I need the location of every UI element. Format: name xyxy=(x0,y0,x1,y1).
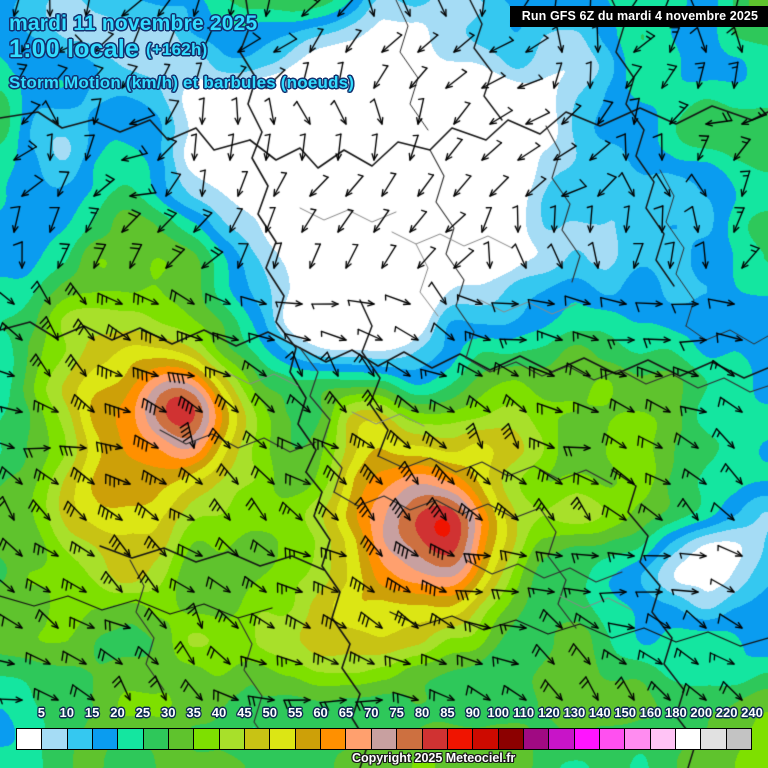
color-scale-legend: 5 10 15 20 25 30 35 40 45 50 55 60 65 70 75 80 85 90 100 11… xyxy=(0,705,768,768)
legend-tick-label: 20 xyxy=(110,705,125,720)
legend-color-bar[interactable] xyxy=(16,728,752,750)
legend-swatch xyxy=(67,729,94,749)
forecast-lead-time-label: (+162h) xyxy=(146,40,208,59)
legend-swatch xyxy=(498,729,524,749)
legend-swatch xyxy=(295,729,322,749)
legend-tick-label: 5 xyxy=(37,705,45,720)
legend-tick-label: 70 xyxy=(364,705,379,720)
legend-swatch xyxy=(599,729,626,749)
legend-tick-label: 30 xyxy=(161,705,176,720)
legend-swatch xyxy=(675,729,702,749)
legend-tick-label: 140 xyxy=(588,705,611,720)
legend-swatch xyxy=(523,729,550,749)
legend-tick-label: 150 xyxy=(614,705,636,720)
legend-tick-label: 10 xyxy=(59,705,74,720)
legend-swatch xyxy=(650,729,676,749)
legend-swatch xyxy=(321,729,347,749)
legend-swatch xyxy=(473,729,499,749)
forecast-date-label: mardi 11 novembre 2025 xyxy=(9,12,258,35)
legend-swatch xyxy=(422,729,448,749)
legend-swatch xyxy=(447,729,474,749)
legend-tick-label: 45 xyxy=(237,705,252,720)
legend-swatch xyxy=(625,729,651,749)
legend-swatch xyxy=(17,729,43,749)
legend-tick-label: 180 xyxy=(665,705,687,720)
legend-swatch xyxy=(371,729,398,749)
legend-tick-label: 25 xyxy=(135,705,151,720)
legend-swatch xyxy=(549,729,575,749)
legend-tick-label: 85 xyxy=(440,705,455,720)
legend-tick-label: 130 xyxy=(563,705,586,720)
legend-tick-label: 60 xyxy=(313,705,328,720)
copyright-label: Copyright 2025 Meteociel.fr xyxy=(352,751,516,765)
legend-tick-label: 90 xyxy=(465,705,481,720)
legend-swatch xyxy=(270,729,296,749)
legend-swatch xyxy=(726,729,751,749)
legend-swatch xyxy=(219,729,246,749)
legend-tick-label: 40 xyxy=(211,705,227,720)
legend-tick-label: 50 xyxy=(262,705,278,720)
legend-swatch xyxy=(245,729,271,749)
legend-tick-label: 80 xyxy=(414,705,430,720)
legend-swatch xyxy=(143,729,170,749)
legend-tick-label: 35 xyxy=(186,705,201,720)
legend-tick-label: 120 xyxy=(538,705,560,720)
legend-swatch xyxy=(346,729,372,749)
legend-swatch xyxy=(397,729,423,749)
legend-swatch xyxy=(118,729,144,749)
legend-swatch xyxy=(169,729,195,749)
legend-swatch xyxy=(42,729,68,749)
legend-tick-label: 110 xyxy=(513,705,535,720)
legend-tick-label: 65 xyxy=(338,705,354,720)
legend-tick-label: 220 xyxy=(715,705,738,720)
parameter-label: Storm Motion (km/h) et barbules (noeuds) xyxy=(9,73,355,92)
legend-tick-label: 100 xyxy=(487,705,510,720)
forecast-time-label: 1:00 locale xyxy=(9,35,140,63)
legend-swatch xyxy=(194,729,220,749)
legend-tick-label: 15 xyxy=(84,705,100,720)
legend-tick-label: 55 xyxy=(287,705,303,720)
legend-swatch xyxy=(574,729,600,749)
legend-swatch xyxy=(93,729,119,749)
legend-swatch xyxy=(701,729,727,749)
legend-tick-label: 75 xyxy=(389,705,404,720)
legend-tick-labels: 5 10 15 20 25 30 35 40 45 50 55 60 65 70 75 80 85 90 100 11… xyxy=(0,705,768,725)
legend-tick-label: 240 xyxy=(741,705,763,720)
model-run-label: Run GFS 6Z du mardi 4 novembre 2025 xyxy=(509,6,768,27)
legend-tick-label: 160 xyxy=(639,705,662,720)
legend-tick-label: 200 xyxy=(690,705,713,720)
